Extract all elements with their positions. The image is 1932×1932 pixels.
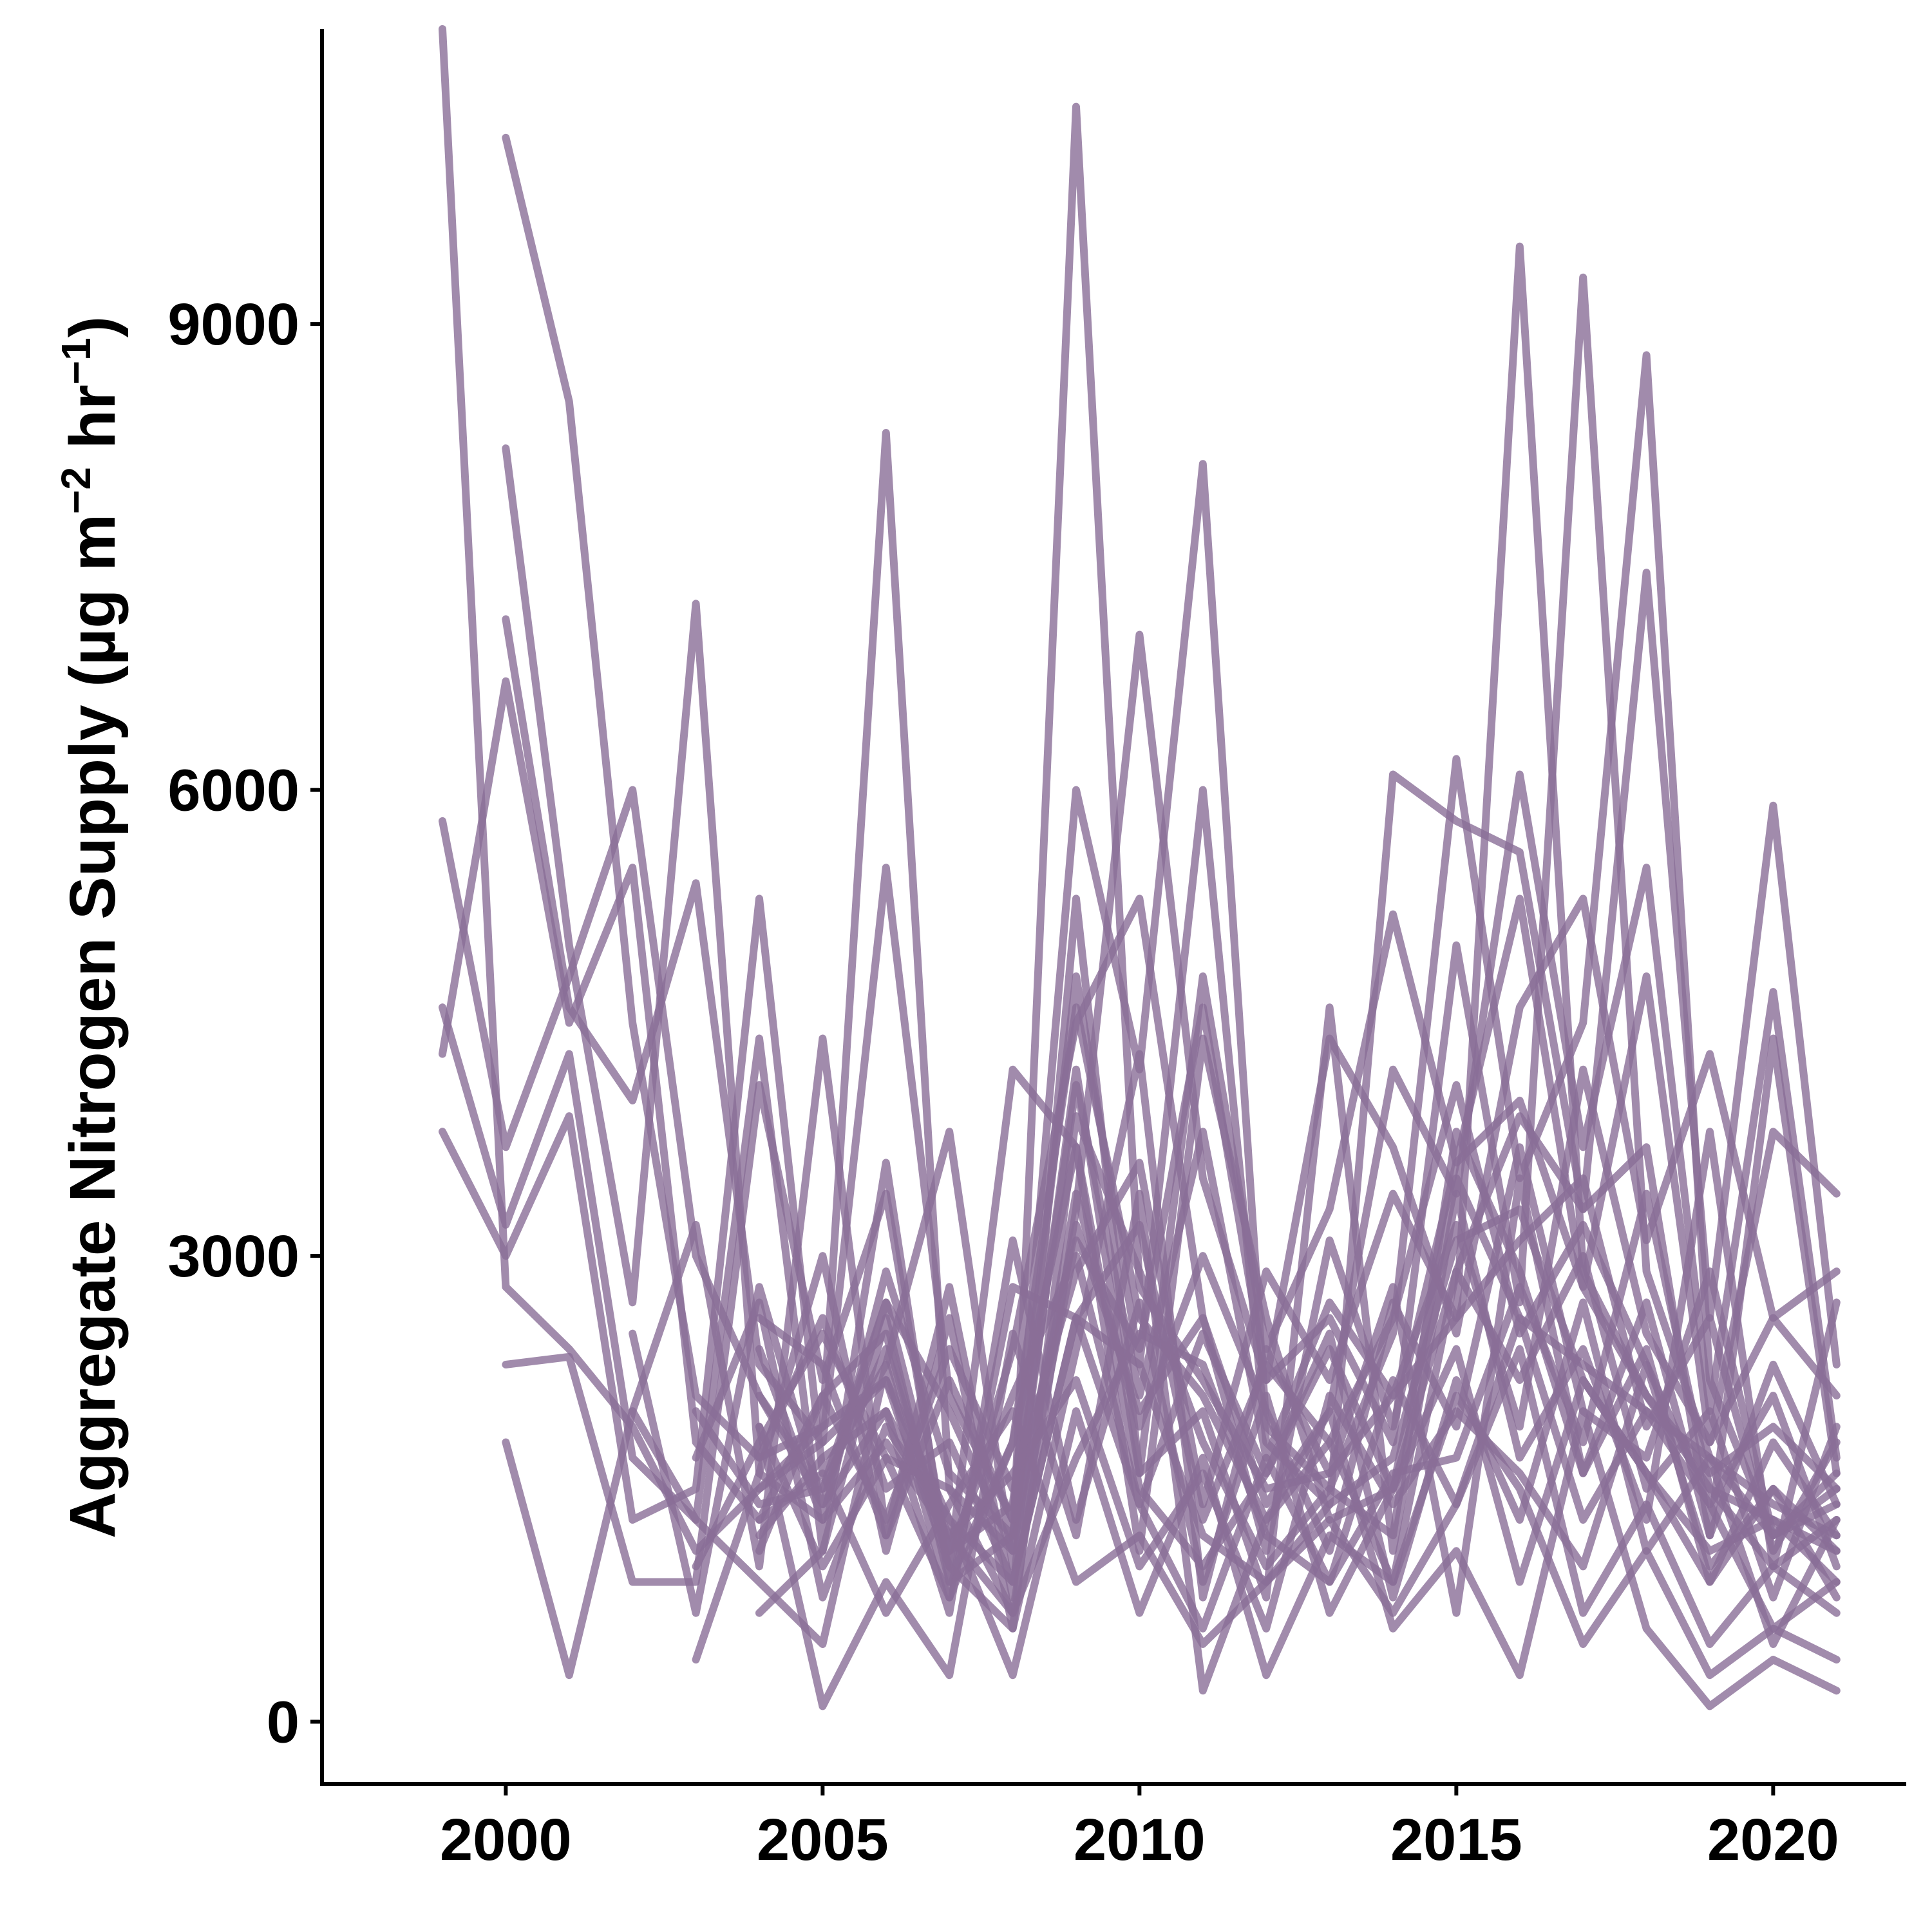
x-tick-label: 2020 — [1707, 1807, 1839, 1873]
series-line-22 — [755, 1143, 1841, 1555]
series-line-27 — [692, 1174, 1841, 1555]
series-line-25 — [755, 1065, 1841, 1540]
x-tick-label: 2000 — [440, 1807, 572, 1873]
series-line-6 — [439, 677, 1841, 1571]
series-layer — [439, 25, 1841, 1710]
x-tick-label: 2010 — [1074, 1807, 1206, 1873]
x-tick-label: 2015 — [1390, 1807, 1522, 1873]
series-line-8 — [439, 895, 1841, 1571]
x-axis-ticks: 2000 2005 2010 2015 2020 — [440, 1784, 1839, 1873]
y-tick-label: 3000 — [167, 1224, 299, 1289]
series-line-21 — [755, 1112, 1841, 1633]
series-line-15 — [755, 1189, 1841, 1710]
y-tick-label: 9000 — [167, 292, 299, 357]
y-tick-label: 0 — [267, 1690, 299, 1756]
series-line-13 — [692, 1050, 1841, 1664]
series-line-3 — [502, 273, 1841, 1617]
series-line-16 — [692, 1298, 1841, 1680]
y-tick-label: 6000 — [167, 758, 299, 824]
x-tick-label: 2005 — [757, 1807, 889, 1873]
series-line-26 — [755, 1189, 1841, 1617]
y-axis-ticks: 0 3000 6000 9000 — [167, 292, 322, 1756]
y-axis-title: Aggregate Nitrogen Supply (µg m−2 hr−1) — [53, 316, 129, 1539]
series-line-4 — [502, 351, 1841, 1540]
